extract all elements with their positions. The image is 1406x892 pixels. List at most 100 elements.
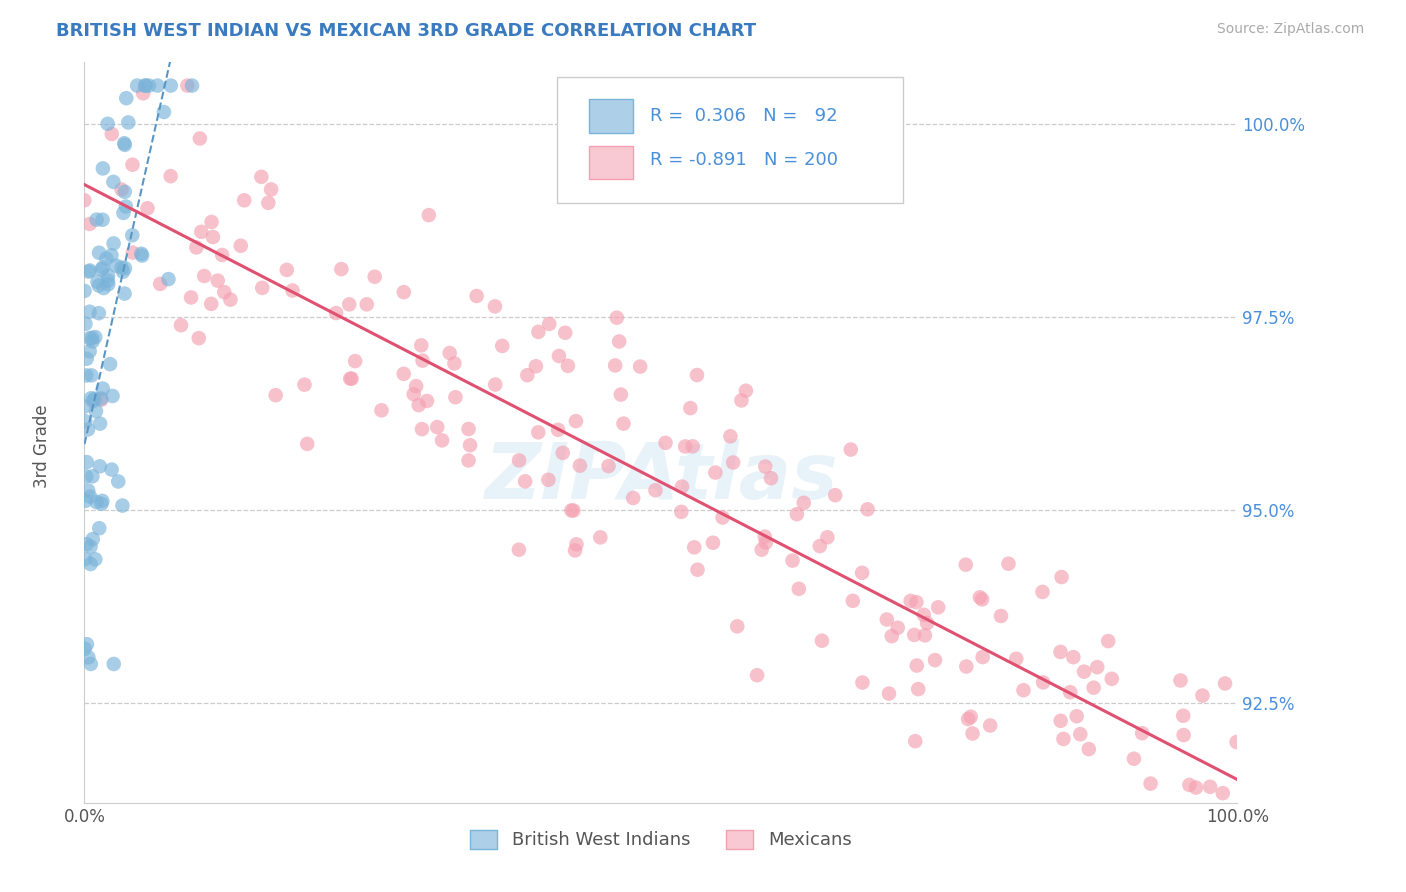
Point xyxy=(808,539,831,553)
Point xyxy=(91,382,114,396)
Point xyxy=(1032,675,1054,690)
Point xyxy=(75,469,97,483)
Point xyxy=(77,650,100,665)
Point xyxy=(84,552,107,566)
Point xyxy=(257,195,280,210)
Point xyxy=(159,169,181,183)
Point xyxy=(605,359,627,373)
Point xyxy=(90,497,112,511)
Point xyxy=(537,473,560,487)
Point xyxy=(281,284,304,298)
Point xyxy=(392,367,415,381)
Point xyxy=(1050,570,1073,584)
Point xyxy=(612,417,634,431)
Point xyxy=(1185,811,1208,825)
Point xyxy=(79,304,101,318)
Point xyxy=(730,393,752,408)
Point xyxy=(679,401,702,416)
Point xyxy=(782,553,804,567)
Point xyxy=(131,249,153,263)
Point xyxy=(1170,673,1192,688)
Point xyxy=(491,339,513,353)
Point xyxy=(465,289,488,303)
Point xyxy=(1097,634,1119,648)
Point xyxy=(962,726,984,740)
Point xyxy=(76,351,98,366)
Point xyxy=(105,259,128,273)
Point xyxy=(824,488,846,502)
Point xyxy=(718,429,741,443)
Point xyxy=(325,306,347,320)
Point xyxy=(77,264,100,278)
Point xyxy=(1066,709,1088,723)
Point xyxy=(79,540,101,554)
Point xyxy=(201,230,224,244)
Point xyxy=(997,557,1019,571)
Point xyxy=(115,200,138,214)
Point xyxy=(264,388,287,402)
Point xyxy=(411,422,433,436)
Point xyxy=(1219,811,1241,825)
Point xyxy=(430,434,453,448)
Point xyxy=(686,563,709,577)
Point xyxy=(131,246,153,260)
Point xyxy=(77,422,100,436)
Point xyxy=(598,458,620,473)
Point xyxy=(211,248,233,262)
Point xyxy=(111,499,134,513)
Point xyxy=(91,494,114,508)
Point xyxy=(100,248,122,262)
Point xyxy=(252,281,274,295)
Point xyxy=(75,552,97,566)
Point xyxy=(75,493,97,508)
Point xyxy=(79,217,101,231)
Point xyxy=(1213,676,1236,690)
Point xyxy=(356,297,378,311)
Point xyxy=(87,278,110,293)
Point xyxy=(903,628,925,642)
Point xyxy=(416,394,439,409)
Point xyxy=(856,502,879,516)
Point xyxy=(516,368,538,383)
Point xyxy=(87,245,110,260)
Legend: British West Indians, Mexicans: British West Indians, Mexicans xyxy=(463,823,859,856)
Point xyxy=(900,594,922,608)
Point xyxy=(1171,811,1194,825)
Point xyxy=(80,391,103,405)
Point xyxy=(77,483,100,498)
Point xyxy=(527,425,550,440)
Point xyxy=(1101,672,1123,686)
Point xyxy=(1085,660,1108,674)
Point xyxy=(79,557,101,571)
Point xyxy=(157,272,180,286)
Point xyxy=(79,263,101,277)
Point xyxy=(83,392,105,406)
Point xyxy=(136,202,159,216)
Point xyxy=(114,261,136,276)
Point xyxy=(82,469,104,483)
Point xyxy=(527,325,550,339)
Point xyxy=(402,387,425,401)
Point xyxy=(76,537,98,551)
Point xyxy=(755,535,778,549)
Point xyxy=(1073,665,1095,679)
Point xyxy=(704,466,727,480)
Point xyxy=(79,344,101,359)
Point xyxy=(1178,778,1201,792)
Point xyxy=(513,475,536,489)
Point xyxy=(412,353,434,368)
Point xyxy=(294,377,316,392)
Point xyxy=(508,542,530,557)
Point xyxy=(82,334,104,349)
Point xyxy=(484,299,506,313)
Point xyxy=(97,268,120,283)
Point xyxy=(112,136,135,151)
Point xyxy=(90,392,112,407)
Point xyxy=(606,310,628,325)
Point xyxy=(1083,681,1105,695)
Point xyxy=(811,633,834,648)
Point xyxy=(1173,708,1195,723)
Point xyxy=(673,440,696,454)
Point xyxy=(82,393,104,408)
Point xyxy=(408,398,430,412)
